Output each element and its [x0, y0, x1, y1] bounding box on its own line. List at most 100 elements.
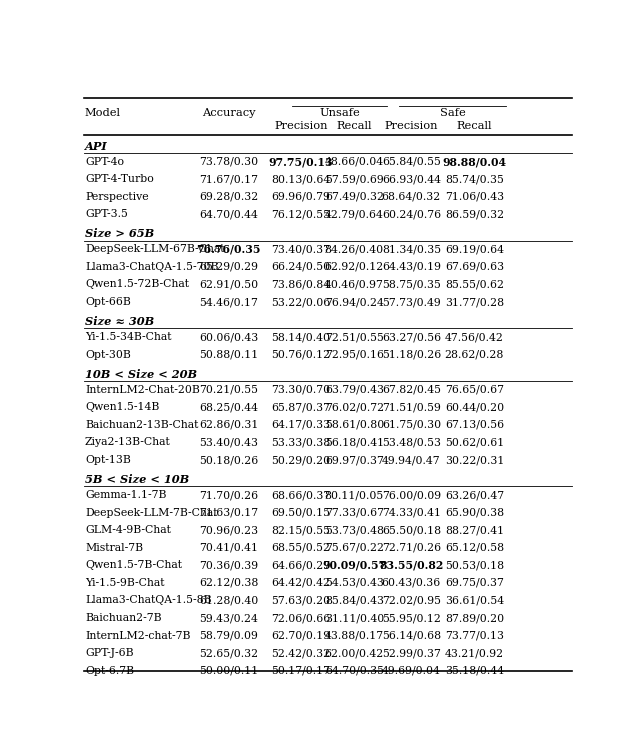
Text: 72.95/0.16: 72.95/0.16 [324, 349, 384, 360]
Text: 66.93/0.44: 66.93/0.44 [382, 174, 441, 184]
Text: GPT-3.5: GPT-3.5 [85, 209, 128, 219]
Text: 71.67/0.17: 71.67/0.17 [199, 174, 259, 184]
Text: 65.90/0.38: 65.90/0.38 [445, 507, 504, 518]
Text: 73.77/0.13: 73.77/0.13 [445, 630, 504, 641]
Text: 50.62/0.61: 50.62/0.61 [445, 437, 504, 448]
Text: 62.12/0.38: 62.12/0.38 [199, 578, 259, 588]
Text: Opt-66B: Opt-66B [85, 297, 131, 307]
Text: 5B < Size < 10B: 5B < Size < 10B [85, 475, 189, 485]
Text: 71.63/0.17: 71.63/0.17 [199, 507, 259, 518]
Text: GPT-4-Turbo: GPT-4-Turbo [85, 174, 154, 184]
Text: 64.70/0.44: 64.70/0.44 [200, 209, 258, 219]
Text: Yi-1.5-9B-Chat: Yi-1.5-9B-Chat [85, 578, 164, 588]
Text: 69.19/0.64: 69.19/0.64 [445, 244, 504, 254]
Text: 73.40/0.37: 73.40/0.37 [271, 244, 330, 254]
Text: 50.18/0.26: 50.18/0.26 [199, 455, 259, 465]
Text: 73.86/0.84: 73.86/0.84 [271, 279, 330, 290]
Text: 72.51/0.55: 72.51/0.55 [325, 332, 384, 342]
Text: 62.86/0.31: 62.86/0.31 [199, 420, 259, 430]
Text: 69.75/0.37: 69.75/0.37 [445, 578, 504, 588]
Text: 31.77/0.28: 31.77/0.28 [445, 297, 504, 307]
Text: 54.53/0.43: 54.53/0.43 [325, 578, 384, 588]
Text: 52.99/0.37: 52.99/0.37 [382, 648, 441, 658]
Text: Ziya2-13B-Chat: Ziya2-13B-Chat [85, 437, 171, 448]
Text: 68.64/0.32: 68.64/0.32 [381, 191, 441, 202]
Text: 69.97/0.37: 69.97/0.37 [325, 455, 384, 465]
Text: 62.70/0.19: 62.70/0.19 [271, 630, 330, 641]
Text: 59.43/0.24: 59.43/0.24 [200, 613, 258, 623]
Text: InternLM2-chat-7B: InternLM2-chat-7B [85, 630, 190, 641]
Text: Mistral-7B: Mistral-7B [85, 543, 143, 553]
Text: 76.65/0.67: 76.65/0.67 [445, 385, 504, 395]
Text: 71.70/0.26: 71.70/0.26 [199, 490, 259, 500]
Text: 35.18/0.44: 35.18/0.44 [445, 666, 504, 676]
Text: Opt-13B: Opt-13B [85, 455, 131, 465]
Text: Yi-1.5-34B-Chat: Yi-1.5-34B-Chat [85, 332, 172, 342]
Text: Gemma-1.1-7B: Gemma-1.1-7B [85, 490, 166, 500]
Text: 57.63/0.20: 57.63/0.20 [271, 595, 330, 606]
Text: 53.40/0.43: 53.40/0.43 [199, 437, 259, 448]
Text: 90.09/0.57: 90.09/0.57 [322, 559, 387, 571]
Text: Recall: Recall [337, 121, 372, 131]
Text: 64.70/0.35: 64.70/0.35 [324, 666, 384, 676]
Text: 49.69/0.04: 49.69/0.04 [382, 666, 441, 676]
Text: 58.14/0.40: 58.14/0.40 [271, 332, 330, 342]
Text: API: API [85, 141, 108, 152]
Text: 77.33/0.67: 77.33/0.67 [324, 507, 384, 518]
Text: 87.89/0.20: 87.89/0.20 [445, 613, 504, 623]
Text: 80.13/0.64: 80.13/0.64 [271, 174, 330, 184]
Text: Model: Model [85, 109, 121, 118]
Text: 28.62/0.28: 28.62/0.28 [445, 349, 504, 360]
Text: 65.84/0.55: 65.84/0.55 [382, 156, 441, 167]
Text: 81.34/0.35: 81.34/0.35 [382, 244, 441, 254]
Text: GPT-J-6B: GPT-J-6B [85, 648, 134, 658]
Text: 58.75/0.35: 58.75/0.35 [382, 279, 441, 290]
Text: 68.25/0.44: 68.25/0.44 [199, 402, 259, 413]
Text: 63.26/0.47: 63.26/0.47 [445, 490, 504, 500]
Text: 70.36/0.39: 70.36/0.39 [199, 560, 259, 571]
Text: InternLM2-Chat-20B: InternLM2-Chat-20B [85, 385, 200, 395]
Text: Qwen1.5-14B: Qwen1.5-14B [85, 402, 159, 413]
Text: 50.29/0.20: 50.29/0.20 [271, 455, 330, 465]
Text: Baichuan2-7B: Baichuan2-7B [85, 613, 161, 623]
Text: 49.94/0.47: 49.94/0.47 [382, 455, 441, 465]
Text: 70.21/0.55: 70.21/0.55 [199, 385, 259, 395]
Text: 73.78/0.30: 73.78/0.30 [199, 156, 259, 167]
Text: 50.17/0.17: 50.17/0.17 [271, 666, 330, 676]
Text: 67.82/0.45: 67.82/0.45 [382, 385, 441, 395]
Text: Opt-30B: Opt-30B [85, 349, 131, 360]
Text: DeepSeek-LLM-7B-Chat: DeepSeek-LLM-7B-Chat [85, 507, 218, 518]
Text: 64.42/0.42: 64.42/0.42 [271, 578, 330, 588]
Text: 76.94/0.24: 76.94/0.24 [325, 297, 384, 307]
Text: 55.95/0.12: 55.95/0.12 [382, 613, 441, 623]
Text: 65.87/0.37: 65.87/0.37 [271, 402, 330, 413]
Text: 65.12/0.58: 65.12/0.58 [445, 543, 504, 553]
Text: Recall: Recall [456, 121, 492, 131]
Text: 69.50/0.15: 69.50/0.15 [271, 507, 330, 518]
Text: 63.27/0.56: 63.27/0.56 [382, 332, 441, 342]
Text: 53.22/0.06: 53.22/0.06 [271, 297, 330, 307]
Text: 51.18/0.26: 51.18/0.26 [381, 349, 441, 360]
Text: 10B < Size < 20B: 10B < Size < 20B [85, 369, 197, 380]
Text: 76.76/0.35: 76.76/0.35 [196, 244, 261, 255]
Text: Qwen1.5-72B-Chat: Qwen1.5-72B-Chat [85, 279, 189, 290]
Text: 71.06/0.43: 71.06/0.43 [445, 191, 504, 202]
Text: 68.55/0.52: 68.55/0.52 [271, 543, 330, 553]
Text: 85.74/0.35: 85.74/0.35 [445, 174, 504, 184]
Text: 52.65/0.32: 52.65/0.32 [199, 648, 259, 658]
Text: 60.44/0.20: 60.44/0.20 [445, 402, 504, 413]
Text: 88.27/0.41: 88.27/0.41 [445, 525, 504, 535]
Text: 52.42/0.32: 52.42/0.32 [271, 648, 330, 658]
Text: 47.56/0.42: 47.56/0.42 [445, 332, 504, 342]
Text: 50.76/0.12: 50.76/0.12 [271, 349, 330, 360]
Text: Llama3-ChatQA-1.5-8B: Llama3-ChatQA-1.5-8B [85, 595, 211, 606]
Text: 72.06/0.66: 72.06/0.66 [271, 613, 330, 623]
Text: 69.28/0.32: 69.28/0.32 [199, 191, 259, 202]
Text: 66.24/0.50: 66.24/0.50 [271, 262, 330, 272]
Text: Opt-6.7B: Opt-6.7B [85, 666, 134, 676]
Text: Baichuan2-13B-Chat: Baichuan2-13B-Chat [85, 420, 198, 430]
Text: Unsafe: Unsafe [319, 109, 360, 118]
Text: 50.00/0.11: 50.00/0.11 [199, 666, 259, 676]
Text: 70.41/0.41: 70.41/0.41 [199, 543, 259, 553]
Text: Size ≈ 30B: Size ≈ 30B [85, 316, 154, 327]
